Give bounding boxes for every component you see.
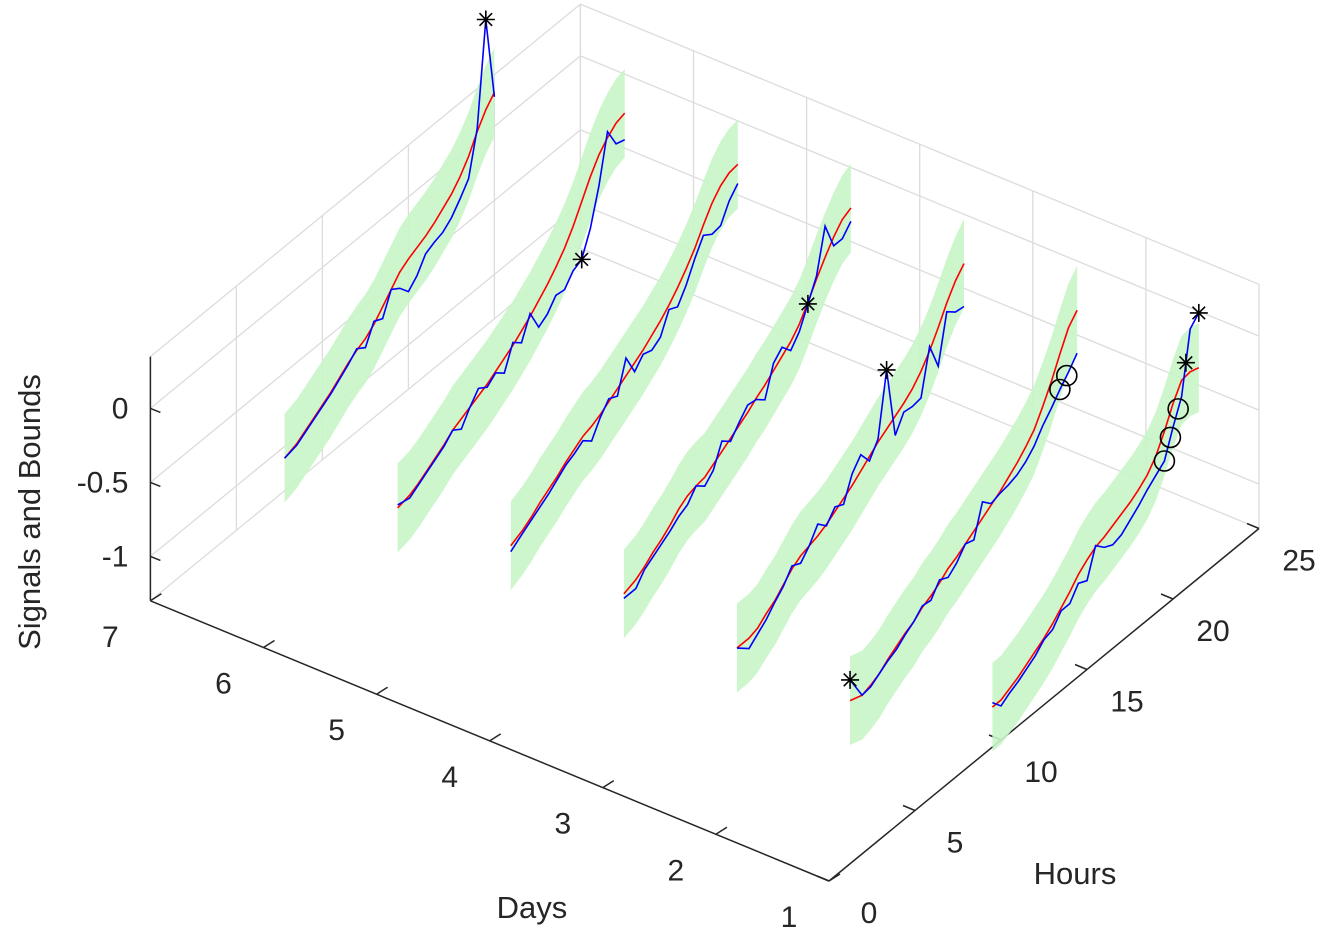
bounds-band [397,68,625,553]
day-1-series [991,303,1208,752]
signal-line [397,129,626,506]
day-7-series [283,10,496,503]
x-axis-line [828,527,1260,882]
y-axis-title: Days [497,890,568,925]
grid-line [149,129,1260,483]
series-layer [283,10,1208,752]
x-tick-label: 20 [1196,615,1229,648]
signal-line [736,305,965,650]
bounds-band [623,163,851,639]
day-5-series [510,119,739,591]
grid-line [149,55,1260,409]
outlier-low-marker [1049,378,1071,401]
signal-line [510,183,739,553]
outlier-high-marker [798,294,817,313]
y-tick [149,593,162,602]
y-tick-label: 2 [668,854,685,887]
outlier-low-marker [1055,364,1078,387]
bounds-band [284,47,495,503]
y-tick [828,873,841,882]
z-tick-label: 0 [112,392,129,425]
x-tick-label: 5 [947,827,964,860]
day-2-series [841,265,1078,746]
y-tick [263,639,275,649]
x-tick-label: 0 [861,897,878,930]
x-tick-label: 25 [1282,545,1315,578]
z-axis-title: Signals and Bounds [12,374,47,650]
x-tick [1160,593,1174,600]
day-4-series [623,163,852,639]
y-tick [376,686,389,695]
y-tick [489,733,502,742]
outlier-high-marker [572,250,591,269]
z-tick [150,481,161,488]
outlier-high-marker [841,670,860,689]
z-tick-label: -0.5 [77,466,129,499]
y-tick-label: 1 [781,901,798,934]
x-tick [1246,522,1260,530]
z-tick [150,555,161,562]
bounds-band [850,265,1078,746]
bounds-band [992,323,1199,752]
outlier-low-marker [1159,426,1182,449]
day-6-series [397,68,626,553]
x-tick [816,875,830,882]
outlier-high-marker [1189,303,1208,322]
y-tick [715,826,728,835]
x-axis-title: Hours [1034,856,1117,891]
bounds-band [736,219,964,693]
z-tick-label: -1 [102,540,129,573]
y-tick [602,779,615,789]
day-3-series [736,219,965,693]
y-tick-label: 4 [441,761,458,794]
signal-line [849,352,1078,697]
y-tick-label: 7 [102,621,119,654]
signal-line [992,312,1200,707]
outlier-high-marker [877,360,896,379]
x-tick [902,804,916,812]
labels-layer: 0 5 10 15 20 25 1 2 3 4 5 6 7 -1 -0.5 0 [77,392,1316,934]
grid-line [149,3,1260,358]
x-tick-label: 15 [1110,686,1143,719]
signal-line [623,220,852,599]
y-tick-label: 6 [215,668,232,701]
y-tick-label: 5 [328,714,345,747]
outlier-low-marker [1153,450,1176,472]
outlier-low-marker [1167,398,1189,420]
y-axis-line [150,600,830,882]
outlier-high-marker [1176,353,1195,372]
x-tick-label: 10 [1024,756,1057,789]
axes-layer [149,356,1260,882]
signal-line [283,19,496,459]
x-tick [1074,663,1088,671]
outlier-high-marker [476,10,495,29]
model-line [510,163,739,547]
z-tick [150,407,161,414]
y-tick-label: 3 [554,808,571,841]
bounds-band [510,119,738,591]
